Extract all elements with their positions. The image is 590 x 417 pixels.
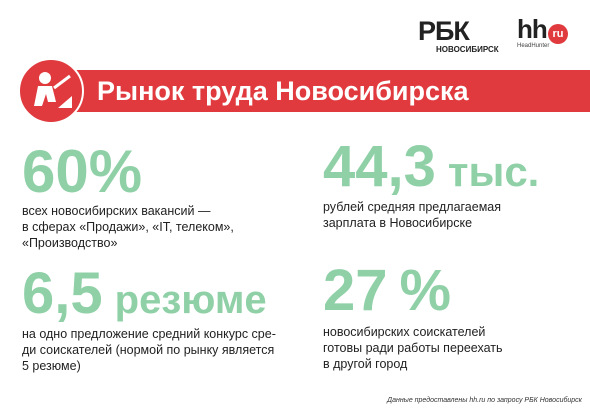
stat-description: всех новосибирских вакансий — — [22, 204, 211, 218]
stat-description: «Производство» — [22, 236, 118, 250]
stat-description: на одно предложение средний конкурс сре- — [22, 327, 276, 341]
stat-description: в сферах «Продажи», «IT, телеком», — [22, 220, 234, 234]
stat-number: 6,5 резюме — [22, 265, 267, 323]
title: Рынок труда Новосибирска — [97, 76, 469, 106]
stat-number: 60% — [22, 142, 142, 202]
stat-value: 44,3 — [323, 134, 436, 199]
stat-value: 60% — [22, 138, 143, 205]
hh-ru: ru — [548, 24, 568, 44]
stat-description: новосибирских соискателей — [323, 325, 486, 339]
stat-value: 27 — [323, 258, 388, 323]
stat-number: 44,3 тыс. — [323, 138, 539, 196]
stat-description: 5 резюме) — [22, 359, 81, 373]
rbc-logo: РБК — [418, 16, 470, 46]
stat-description: ди соискателей (нормой по рынку является — [22, 343, 275, 357]
rbc-city: НОВОСИБИРСК — [436, 45, 499, 54]
stat-unit: тыс. — [447, 148, 540, 195]
worker-icon — [18, 58, 84, 124]
hh-logo: hh — [517, 14, 548, 44]
hh-caption: HeadHunter — [517, 43, 550, 49]
stat-description: готовы ради работы переехать — [323, 341, 503, 355]
stat-unit: резюме — [114, 278, 267, 322]
stat-description: в другой город — [323, 357, 408, 371]
stat-value: 6,5 — [22, 261, 103, 326]
footer: Данные предоставлены hh.ru по запросу РБ… — [387, 397, 582, 404]
stat-number: 27% — [323, 262, 451, 320]
stat-description: зарплата в Новосибирске — [323, 216, 473, 230]
title-bar — [40, 70, 590, 112]
stat-description: рублей средняя предлагаемая — [323, 200, 502, 214]
stat-unit: % — [399, 258, 452, 323]
